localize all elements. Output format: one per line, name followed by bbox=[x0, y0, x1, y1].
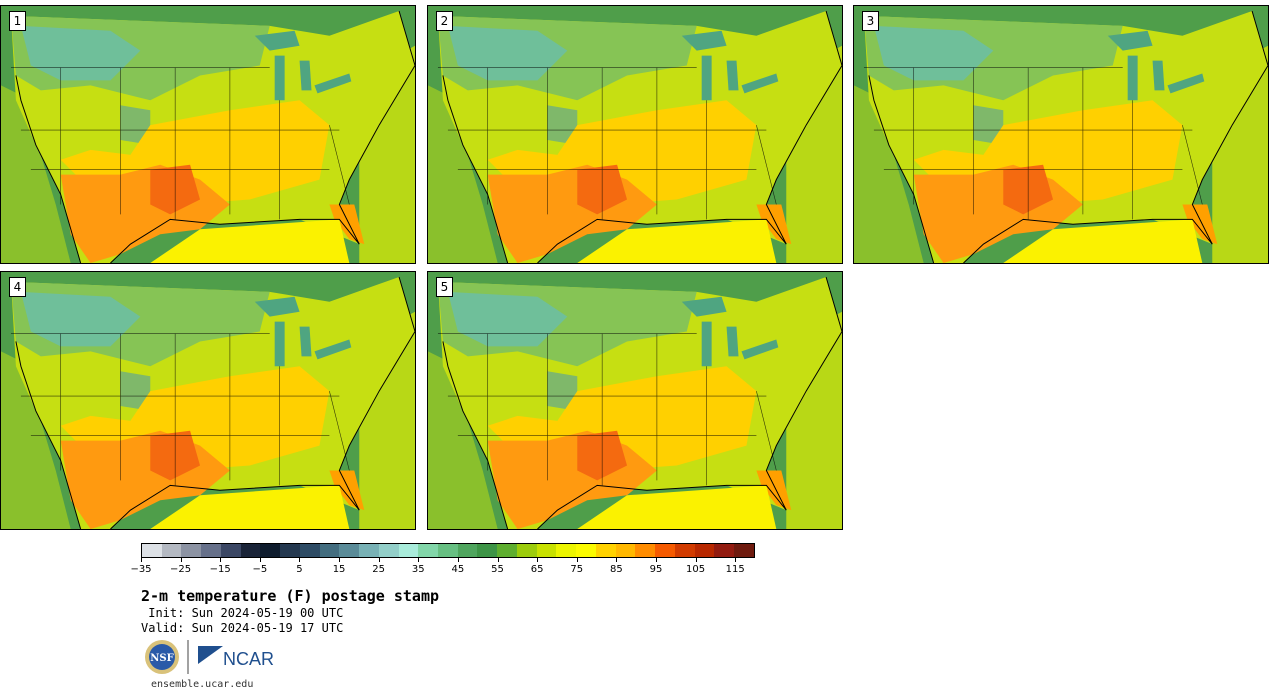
colorbar-tick-label: −5 bbox=[252, 564, 268, 575]
chart-title: 2-m temperature (F) postage stamp bbox=[141, 587, 440, 605]
colorbar-segment bbox=[359, 544, 379, 557]
colorbar-tick bbox=[616, 558, 618, 562]
forecast-panel-3: 3 bbox=[853, 5, 1269, 264]
temperature-colorbar bbox=[141, 543, 755, 558]
forecast-panel-4: 4 bbox=[0, 271, 416, 530]
colorbar-segment bbox=[142, 544, 162, 557]
colorbar-tick-label: 25 bbox=[372, 564, 386, 575]
colorbar-segment bbox=[556, 544, 577, 557]
colorbar-tick bbox=[378, 558, 380, 562]
colorbar-segment bbox=[220, 544, 241, 557]
colorbar-tick bbox=[655, 558, 657, 562]
colorbar-segment bbox=[477, 544, 498, 557]
colorbar-tick bbox=[339, 558, 341, 562]
colorbar-tick-label: 115 bbox=[725, 564, 745, 575]
temperature-map bbox=[1, 272, 415, 529]
ncar-logo-text: NCAR bbox=[223, 649, 274, 669]
forecast-panel-2: 2 bbox=[427, 5, 843, 264]
colorbar-segment bbox=[260, 544, 281, 557]
colorbar-tick bbox=[180, 558, 182, 562]
colorbar-tick-label: 15 bbox=[332, 564, 346, 575]
colorbar-tick-label: 5 bbox=[296, 564, 303, 575]
colorbar-segment bbox=[161, 544, 182, 557]
temperature-map bbox=[854, 6, 1268, 263]
colorbar-tick-label: 45 bbox=[451, 564, 465, 575]
colorbar-segment bbox=[576, 544, 596, 557]
colorbar-tick-label: −15 bbox=[209, 564, 231, 575]
colorbar-tick-label: 75 bbox=[570, 564, 584, 575]
colorbar-tick bbox=[141, 558, 142, 562]
colorbar-tick bbox=[735, 558, 737, 562]
colorbar-tick bbox=[418, 558, 420, 562]
ncar-logo-icon: NCAR bbox=[198, 646, 274, 669]
panel-number: 5 bbox=[436, 277, 453, 297]
colorbar-ticks: −35 −25 −15 −5 5 15 25 35 45 55 65 75 85 95 105 115 bbox=[130, 558, 755, 580]
valid-time: Valid: Sun 2024-05-19 17 UTC bbox=[141, 621, 344, 635]
temperature-map bbox=[1, 6, 415, 263]
colorbar-segment bbox=[714, 544, 735, 557]
colorbar-segment bbox=[595, 544, 616, 557]
colorbar-segment bbox=[516, 544, 537, 557]
init-time: Init: Sun 2024-05-19 00 UTC bbox=[141, 606, 344, 620]
colorbar-segment bbox=[457, 544, 478, 557]
forecast-panel-5: 5 bbox=[427, 271, 843, 530]
colorbar-segment bbox=[536, 544, 557, 557]
colorbar-tick bbox=[576, 558, 578, 562]
colorbar-segment bbox=[694, 544, 715, 557]
colorbar-segment bbox=[655, 544, 675, 557]
colorbar-tick bbox=[259, 558, 261, 562]
colorbar-tick-label: 105 bbox=[686, 564, 706, 575]
colorbar-tick bbox=[497, 558, 499, 562]
sponsor-logos: NSF NCAR bbox=[145, 638, 275, 676]
colorbar-segment bbox=[635, 544, 656, 557]
colorbar-segment bbox=[299, 544, 320, 557]
colorbar-segment bbox=[240, 544, 261, 557]
panel-number: 1 bbox=[9, 11, 26, 31]
colorbar-tick-label: −35 bbox=[130, 564, 152, 575]
colorbar-tick-label: 85 bbox=[609, 564, 623, 575]
colorbar-tick bbox=[299, 558, 301, 562]
temperature-map bbox=[428, 272, 842, 529]
colorbar-tick bbox=[537, 558, 539, 562]
colorbar-segment bbox=[497, 544, 517, 557]
colorbar-tick-label: 35 bbox=[411, 564, 425, 575]
colorbar-segment bbox=[201, 544, 221, 557]
colorbar-tick-label: −25 bbox=[170, 564, 192, 575]
colorbar-segment bbox=[181, 544, 202, 557]
colorbar-segment bbox=[734, 544, 754, 557]
colorbar-segment bbox=[398, 544, 419, 557]
panel-number: 2 bbox=[436, 11, 453, 31]
colorbar-tick bbox=[220, 558, 222, 562]
colorbar-tick-label: 55 bbox=[491, 564, 504, 575]
temperature-map bbox=[428, 6, 842, 263]
panel-number: 3 bbox=[862, 11, 879, 31]
nsf-logo-text: NSF bbox=[150, 653, 173, 664]
colorbar-segment bbox=[438, 544, 458, 557]
forecast-panel-1: 1 bbox=[0, 5, 416, 264]
colorbar-segment bbox=[418, 544, 439, 557]
colorbar-segment bbox=[339, 544, 360, 557]
colorbar-tick bbox=[457, 558, 459, 562]
panel-number: 4 bbox=[9, 277, 26, 297]
colorbar-segment bbox=[615, 544, 636, 557]
colorbar-segment bbox=[378, 544, 399, 557]
colorbar-tick-label: 65 bbox=[530, 564, 544, 575]
nsf-logo-icon: NSF bbox=[145, 640, 179, 674]
colorbar-tick-label: 95 bbox=[649, 564, 663, 575]
site-url[interactable]: ensemble.ucar.edu bbox=[151, 679, 254, 690]
colorbar-segment bbox=[319, 544, 340, 557]
colorbar-tick bbox=[695, 558, 697, 562]
colorbar-segment bbox=[674, 544, 695, 557]
colorbar-segment bbox=[280, 544, 300, 557]
